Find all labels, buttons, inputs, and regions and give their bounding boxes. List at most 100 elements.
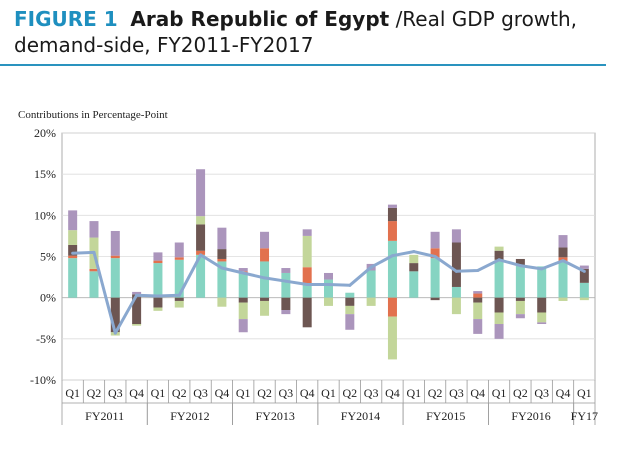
bar-segment (515, 265, 525, 298)
bar-segment (196, 224, 206, 251)
x-tick-label: Q2 (428, 386, 443, 400)
bar-segment (217, 261, 227, 298)
bar-segment (132, 324, 142, 326)
bar-segment (345, 292, 355, 298)
bar-segment (515, 258, 525, 266)
bar-segment (174, 242, 184, 258)
bar-segment (579, 265, 589, 269)
bar-segment (366, 297, 376, 306)
bar-segment (174, 257, 184, 260)
x-tick-label: Q4 (556, 386, 571, 400)
bar-segment (260, 248, 270, 262)
bar-segment (238, 319, 248, 333)
bar-segment (196, 169, 206, 217)
y-tick-label: 0% (40, 291, 56, 305)
bar-segment (473, 293, 483, 298)
gdp-growth-point (113, 331, 117, 335)
y-tick-label: -5% (36, 332, 56, 346)
bar-segment (260, 261, 270, 298)
bar-segment (238, 272, 248, 298)
bar-segment (558, 235, 568, 248)
bar-segment (430, 248, 440, 259)
bar-segment (260, 297, 270, 301)
bar-segment (153, 252, 163, 261)
gdp-growth-point (199, 253, 203, 257)
x-tick-label: Q2 (513, 386, 528, 400)
gdp-growth-point (135, 293, 139, 297)
bar-segment (451, 286, 461, 298)
x-tick-label: Q3 (534, 386, 549, 400)
bar-segment (579, 282, 589, 298)
bar-segment (366, 270, 376, 298)
bar-segment (89, 268, 99, 272)
bar-segment (494, 259, 504, 298)
bar-segment (387, 204, 397, 208)
y-tick-label: 10% (34, 208, 56, 222)
bar-segment (387, 297, 397, 317)
bar-segment (409, 271, 419, 298)
bar-segment (238, 268, 248, 272)
bar-segment (430, 231, 440, 249)
group-label: FY2013 (256, 409, 295, 423)
bar-segment (110, 230, 120, 256)
y-tick-label: 15% (34, 167, 56, 181)
x-tick-label: Q1 (236, 386, 251, 400)
bar-segment (238, 297, 248, 303)
bar-segment (537, 322, 547, 325)
bar-segment (132, 291, 142, 295)
group-label: FY2011 (85, 409, 124, 423)
gdp-growth-point (518, 264, 522, 268)
gdp-growth-point (476, 268, 480, 272)
x-tick-label: Q1 (577, 386, 592, 400)
gdp-growth-point (71, 251, 75, 255)
bar-segment (68, 255, 78, 259)
gdp-growth-point (305, 282, 309, 286)
bar-segment (281, 272, 291, 298)
gdp-growth-point (92, 250, 96, 254)
figure-country: Arab Republic of Egypt (130, 7, 390, 31)
gdp-growth-point (284, 279, 288, 283)
x-tick-label: Q4 (129, 386, 144, 400)
gdp-line-layer (71, 250, 586, 335)
bar-segment (302, 267, 312, 286)
x-tick-label: Q1 (492, 386, 507, 400)
bar-segment (89, 271, 99, 298)
x-tick-label: Q3 (279, 386, 294, 400)
bar-segment (473, 291, 483, 294)
gdp-growth-point (177, 293, 181, 297)
x-tick-label: Q1 (65, 386, 80, 400)
gdp-growth-point (327, 282, 330, 286)
bar-segment (324, 279, 333, 298)
bar-segment (238, 302, 248, 320)
bar-segment (558, 261, 568, 298)
bar-segment (387, 207, 397, 222)
x-tick-label: Q2 (257, 386, 272, 400)
x-tick-label: Q2 (172, 386, 187, 400)
bar-segment (579, 297, 589, 301)
x-tick-label: Q1 (406, 386, 421, 400)
y-tick-label: 5% (40, 250, 56, 264)
bar-segment (110, 297, 120, 333)
bar-segment (281, 310, 291, 315)
bar-segment (558, 247, 568, 258)
bar-segment (494, 246, 504, 251)
bar-segment (345, 314, 355, 330)
bar-segment (451, 229, 461, 243)
gdp-growth-point (156, 294, 160, 298)
gdp-growth-point (497, 258, 501, 262)
gdp-growth-point (348, 283, 352, 287)
bar-segment (345, 297, 355, 306)
group-label: FY2012 (170, 409, 209, 423)
group-label: FY2016 (511, 409, 550, 423)
bar-segment (409, 263, 419, 272)
bar-segment (494, 312, 504, 325)
bar-segment (345, 305, 355, 315)
gdp-growth-point (412, 250, 416, 254)
bar-segment (217, 227, 227, 250)
bar-segment (537, 266, 547, 298)
bar-segment (409, 254, 419, 264)
bar-segment (68, 210, 78, 231)
bar-segment (217, 297, 227, 307)
bar-segment (430, 297, 440, 301)
